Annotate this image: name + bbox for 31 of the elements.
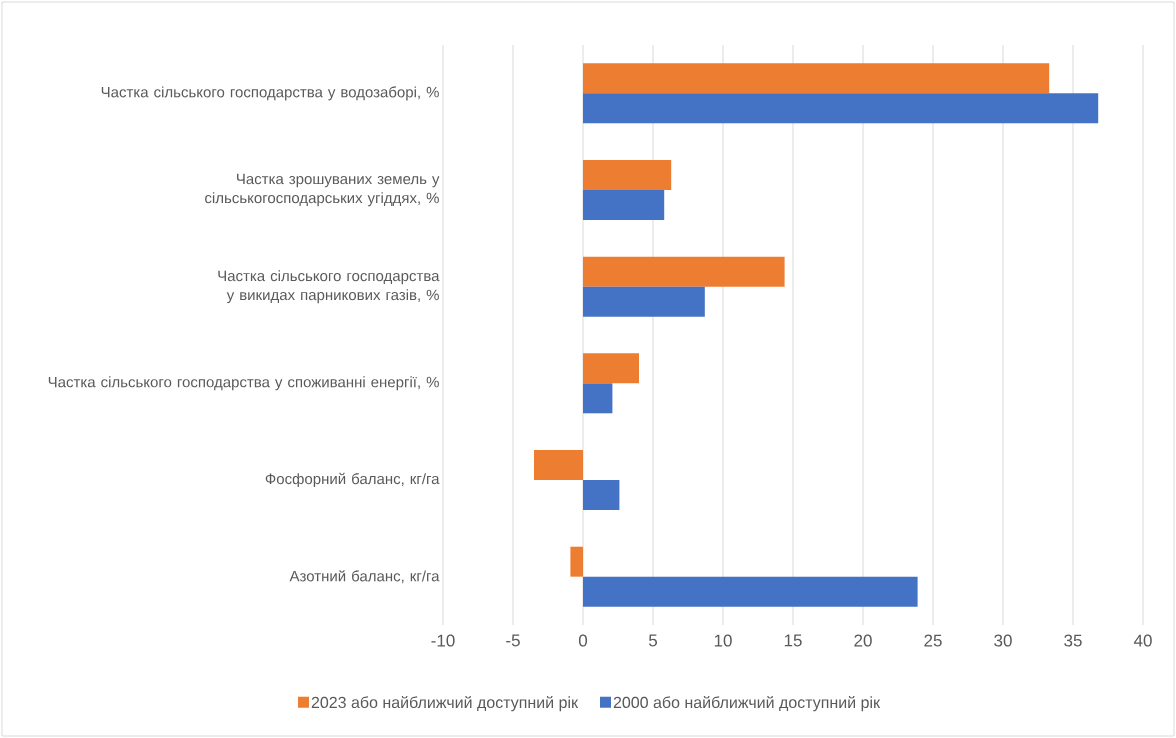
- y-tick-label: Азотний баланс, кг/га: [289, 570, 440, 584]
- x-tick-label: -10: [431, 634, 455, 647]
- x-tick-label: 25: [924, 634, 942, 647]
- x-tick-label: 0: [578, 634, 588, 647]
- bar: [583, 576, 918, 607]
- y-tick-label: Частка сільського господарства у водозаборі, %: [101, 86, 439, 101]
- bar: [583, 190, 665, 220]
- bar: [583, 160, 672, 190]
- bar: [570, 546, 583, 577]
- x-tick-label: 20: [854, 634, 872, 647]
- y-tick-label: Фосфорний баланс, кг/га: [265, 472, 440, 488]
- legend-label: 2023 або найближчий доступний рік: [311, 696, 579, 712]
- bar: [583, 353, 639, 384]
- bar: [583, 256, 785, 287]
- x-tick-label: 35: [1064, 634, 1082, 647]
- x-tick-label: -5: [506, 634, 520, 647]
- bar: [583, 93, 1099, 124]
- x-tick-label: 15: [784, 634, 802, 647]
- legend-label: 2000 або найближчий доступний рік: [613, 696, 881, 712]
- x-tick-label: 40: [1133, 634, 1152, 647]
- bar: [583, 480, 620, 510]
- x-tick-label: 30: [994, 634, 1012, 647]
- y-tick-label: Частка сільського господарства у споживанні енергії, %: [48, 376, 439, 391]
- x-tick-label: 10: [714, 634, 732, 647]
- y-tick-label: Частка сільського господарства у викидах парникових газів, %: [218, 270, 440, 304]
- x-tick-label: 5: [648, 634, 658, 647]
- bar: [583, 286, 705, 317]
- bar: [583, 63, 1050, 94]
- y-tick-label: Частка зрошуваних земель у сільськогосподарських угіддях, %: [205, 173, 440, 207]
- bar: [534, 450, 583, 480]
- bar: [583, 383, 613, 414]
